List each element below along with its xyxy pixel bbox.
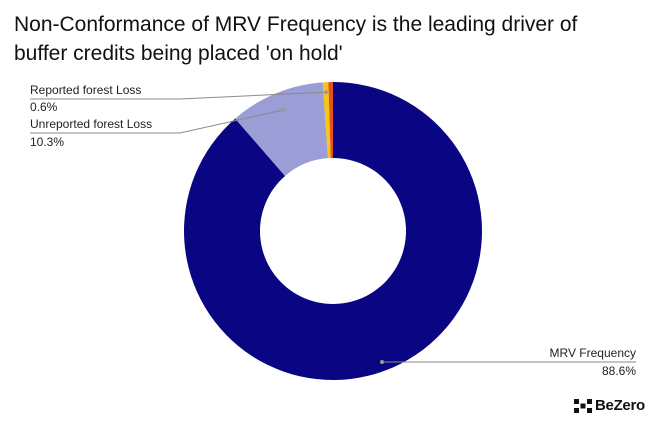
leader-line-mrv-frequency-dot (380, 360, 384, 364)
donut-slice-mrv-frequency (184, 82, 483, 381)
value-mrv-frequency: 88.6% (602, 364, 636, 378)
chart-title: Non-Conformance of MRV Frequency is the … (14, 10, 644, 68)
leader-line-reported-forest-loss (30, 91, 327, 100)
bezero-logo: BeZero (574, 397, 645, 414)
leader-line-unreported-forest-loss (30, 109, 283, 134)
bezero-logo-text: BeZero (595, 397, 645, 414)
donut-slices (184, 82, 483, 381)
label-mrv-frequency: MRV Frequency (550, 346, 636, 360)
donut-slice-unreported-forest-loss (235, 82, 328, 176)
leader-line-unreported-forest-loss-dot (280, 107, 285, 112)
leader-line-reported-forest-loss-dot (324, 90, 329, 95)
label-reported-forest-loss: Reported forest Loss (30, 83, 141, 97)
leader-lines (30, 90, 636, 364)
donut-slice-reported-forest-loss (322, 82, 331, 159)
donut-slice-other-3 (328, 82, 333, 159)
chart-title-line-1: Non-Conformance of MRV Frequency is the … (14, 13, 578, 36)
value-unreported-forest-loss: 10.3% (30, 135, 64, 149)
label-unreported-forest-loss: Unreported forest Loss (30, 117, 152, 131)
value-reported-forest-loss: 0.6% (30, 100, 58, 114)
chart-title-line-2: buffer credits being placed 'on hold' (14, 42, 343, 65)
bezero-logo-icon (574, 398, 592, 413)
